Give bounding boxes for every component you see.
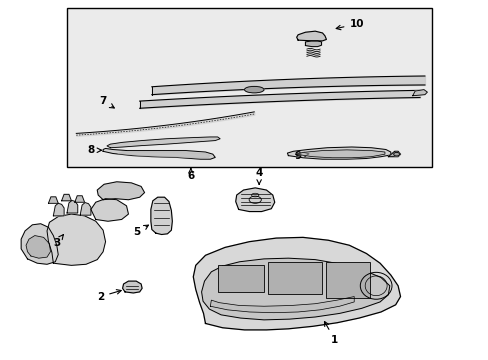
Ellipse shape xyxy=(393,152,399,156)
Polygon shape xyxy=(53,203,64,216)
Polygon shape xyxy=(296,31,326,41)
Ellipse shape xyxy=(244,86,264,93)
Polygon shape xyxy=(122,281,142,293)
Polygon shape xyxy=(61,194,71,201)
Text: 3: 3 xyxy=(53,235,63,248)
Polygon shape xyxy=(151,197,172,234)
Text: 6: 6 xyxy=(187,168,194,181)
Text: 1: 1 xyxy=(324,321,338,345)
Text: 4: 4 xyxy=(255,168,262,184)
Polygon shape xyxy=(103,148,215,159)
Polygon shape xyxy=(91,199,128,221)
Polygon shape xyxy=(75,196,84,202)
Bar xyxy=(326,262,369,298)
Polygon shape xyxy=(201,258,389,320)
Bar xyxy=(217,265,264,292)
Polygon shape xyxy=(47,214,105,265)
Polygon shape xyxy=(107,137,220,148)
Polygon shape xyxy=(118,152,210,158)
Text: 5: 5 xyxy=(133,225,148,237)
Polygon shape xyxy=(387,151,400,157)
Text: 2: 2 xyxy=(97,290,121,302)
Polygon shape xyxy=(48,197,58,203)
Bar xyxy=(66,8,431,167)
Polygon shape xyxy=(235,188,274,212)
Bar xyxy=(267,262,321,294)
Text: 10: 10 xyxy=(336,19,363,30)
Polygon shape xyxy=(210,297,353,313)
Text: 8: 8 xyxy=(87,145,102,155)
Polygon shape xyxy=(193,237,400,330)
Polygon shape xyxy=(305,41,321,46)
Polygon shape xyxy=(21,224,58,264)
Polygon shape xyxy=(26,235,50,258)
Polygon shape xyxy=(295,150,384,158)
Polygon shape xyxy=(97,182,144,200)
Text: 7: 7 xyxy=(99,96,114,108)
Polygon shape xyxy=(412,90,427,96)
Polygon shape xyxy=(80,203,91,215)
Text: 9: 9 xyxy=(294,150,308,161)
Polygon shape xyxy=(67,201,78,213)
Polygon shape xyxy=(287,147,390,159)
